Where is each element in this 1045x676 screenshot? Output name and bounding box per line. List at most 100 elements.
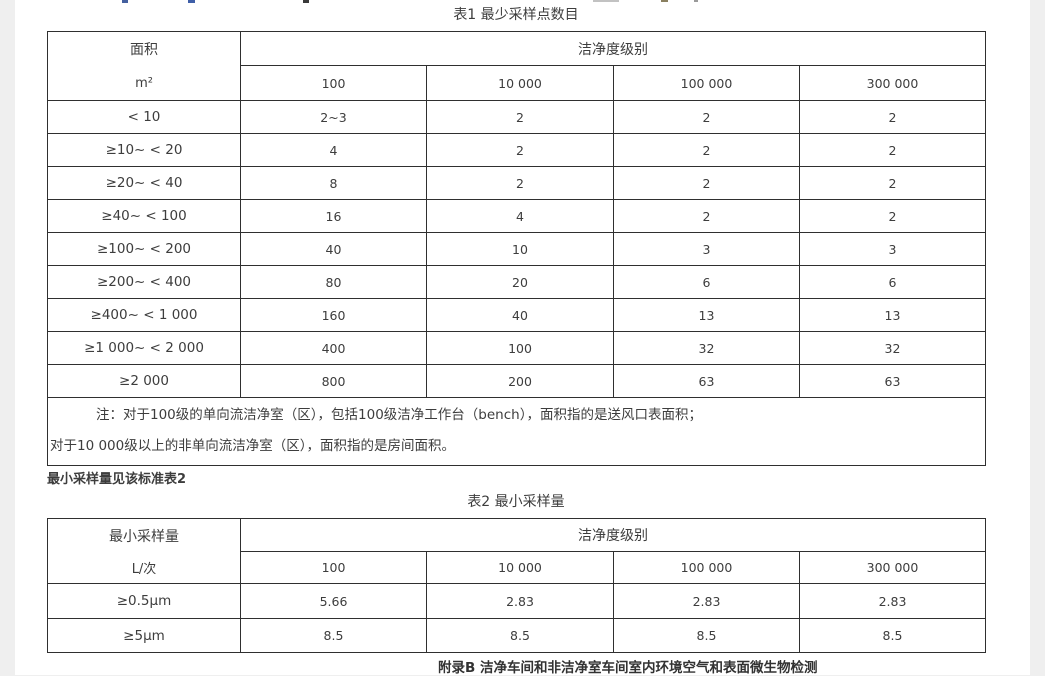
area-cell: ≥2 000 bbox=[47, 364, 241, 398]
class-column-header: 300 000 bbox=[799, 65, 986, 101]
note-line-1: 注：对于100级的单向流洁净室（区），包括100级洁净工作台（bench），面积… bbox=[96, 407, 702, 423]
corner-header-line2: L/次 bbox=[131, 561, 157, 577]
note-line-2: 对于10 000级以上的非单向流洁净室（区），面积指的是房间面积。 bbox=[50, 438, 455, 454]
value-cell: 32 bbox=[613, 331, 800, 365]
table-row: ≥200~ < 400 80 20 6 6 bbox=[47, 265, 986, 299]
value-cell: 3 bbox=[613, 232, 800, 266]
area-cell: ≥400~ < 1 000 bbox=[47, 298, 241, 332]
table-row: ≥1 000~ < 2 000 400 100 32 32 bbox=[47, 331, 986, 365]
value-cell: 8 bbox=[240, 166, 427, 200]
value-cell: 3 bbox=[799, 232, 986, 266]
corner-header-line2: m² bbox=[135, 75, 153, 91]
cleanliness-class-span-header: 洁净度级别 bbox=[240, 31, 986, 66]
value-cell: 2 bbox=[799, 166, 986, 200]
table-row: ≥100~ < 200 40 10 3 3 bbox=[47, 232, 986, 266]
value-cell: 5.66 bbox=[240, 583, 427, 619]
table1-title: 表1 最少采样点数目 bbox=[453, 7, 579, 23]
clipped-text-remnant bbox=[188, 0, 195, 3]
table-row: ≥2 000 800 200 63 63 bbox=[47, 364, 986, 398]
value-cell: 8.5 bbox=[240, 618, 427, 653]
area-cell: ≥20~ < 40 bbox=[47, 166, 241, 200]
table-row: ≥0.5μm 5.66 2.83 2.83 2.83 bbox=[47, 583, 986, 619]
corner-header-line1: 面积 bbox=[130, 42, 158, 58]
value-cell: 40 bbox=[426, 298, 614, 332]
particle-size-cell: ≥0.5μm bbox=[47, 583, 241, 619]
class-column-header: 100 000 bbox=[613, 551, 800, 584]
value-cell: 13 bbox=[613, 298, 800, 332]
value-cell: 2 bbox=[426, 100, 614, 134]
value-cell: 2 bbox=[613, 100, 800, 134]
table-row: ≥10~ < 20 4 2 2 2 bbox=[47, 133, 986, 167]
table-row: ≥40~ < 100 16 4 2 2 bbox=[47, 199, 986, 233]
value-cell: 2 bbox=[799, 133, 986, 167]
value-cell: 8.5 bbox=[613, 618, 800, 653]
table2-min-sampling-volume: 最小采样量 L/次 洁净度级别 100 10 000 100 000 300 0… bbox=[47, 518, 986, 653]
table-row: ≥20~ < 40 8 2 2 2 bbox=[47, 166, 986, 200]
class-column-header: 100 bbox=[240, 551, 427, 584]
value-cell: 6 bbox=[613, 265, 800, 299]
value-cell: 63 bbox=[799, 364, 986, 398]
document-white-page: 表1 最少采样点数目 面积 m² 洁净度级别 100 10 000 100 00… bbox=[15, 0, 1030, 675]
area-cell: ≥1 000~ < 2 000 bbox=[47, 331, 241, 365]
table-row: ≥400~ < 1 000 160 40 13 13 bbox=[47, 298, 986, 332]
value-cell: 20 bbox=[426, 265, 614, 299]
table1-min-sampling-points: 面积 m² 洁净度级别 100 10 000 100 000 300 000 <… bbox=[47, 31, 986, 466]
value-cell: 2.83 bbox=[799, 583, 986, 619]
corner-header-cell: 面积 m² bbox=[47, 31, 241, 101]
value-cell: 2.83 bbox=[426, 583, 614, 619]
value-cell: 160 bbox=[240, 298, 427, 332]
class-column-header: 300 000 bbox=[799, 551, 986, 584]
value-cell: 2 bbox=[799, 100, 986, 134]
value-cell: 80 bbox=[240, 265, 427, 299]
value-cell: 2 bbox=[426, 166, 614, 200]
value-cell: 32 bbox=[799, 331, 986, 365]
clipped-text-remnant bbox=[593, 0, 619, 2]
value-cell: 2 bbox=[613, 166, 800, 200]
table-note-row: 注：对于100级的单向流洁净室（区），包括100级洁净工作台（bench），面积… bbox=[47, 397, 986, 466]
table1-note-cell: 注：对于100级的单向流洁净室（区），包括100级洁净工作台（bench），面积… bbox=[47, 397, 986, 466]
value-cell: 40 bbox=[240, 232, 427, 266]
value-cell: 2 bbox=[799, 199, 986, 233]
table-row: ≥5μm 8.5 8.5 8.5 8.5 bbox=[47, 618, 986, 653]
value-cell: 2 bbox=[426, 133, 614, 167]
clipped-text-remnant bbox=[122, 0, 128, 3]
value-cell: 100 bbox=[426, 331, 614, 365]
table-subheader-row: 100 10 000 100 000 300 000 bbox=[48, 551, 986, 584]
appendix-b-heading: 附录B 洁净车间和非洁净室车间室内环境空气和表面微生物检测 bbox=[438, 660, 818, 676]
value-cell: 8.5 bbox=[426, 618, 614, 653]
class-column-header: 100 bbox=[240, 65, 427, 101]
value-cell: 2 bbox=[613, 199, 800, 233]
class-column-header: 10 000 bbox=[426, 551, 614, 584]
area-cell: ≥200~ < 400 bbox=[47, 265, 241, 299]
area-cell: ≥40~ < 100 bbox=[47, 199, 241, 233]
class-column-header: 10 000 bbox=[426, 65, 614, 101]
table2-title: 表2 最小采样量 bbox=[467, 494, 565, 510]
value-cell: 400 bbox=[240, 331, 427, 365]
area-cell: < 10 bbox=[47, 100, 241, 134]
value-cell: 8.5 bbox=[799, 618, 986, 653]
table-row: < 10 2~3 2 2 2 bbox=[47, 100, 986, 134]
table-subheader-row: 100 10 000 100 000 300 000 bbox=[48, 65, 986, 101]
corner-header-line1: 最小采样量 bbox=[109, 528, 179, 545]
table-header-row: 面积 m² 洁净度级别 bbox=[47, 31, 986, 101]
value-cell: 4 bbox=[240, 133, 427, 167]
class-column-header: 100 000 bbox=[613, 65, 800, 101]
cleanliness-class-span-header: 洁净度级别 bbox=[240, 518, 986, 552]
clipped-text-remnant bbox=[694, 0, 698, 2]
area-cell: ≥100~ < 200 bbox=[47, 232, 241, 266]
value-cell: 13 bbox=[799, 298, 986, 332]
value-cell: 4 bbox=[426, 199, 614, 233]
particle-size-cell: ≥5μm bbox=[47, 618, 241, 653]
clipped-text-remnant bbox=[303, 0, 309, 3]
value-cell: 2~3 bbox=[240, 100, 427, 134]
min-sampling-volume-reference-text: 最小采样量见该标准表2 bbox=[47, 472, 187, 487]
value-cell: 2 bbox=[613, 133, 800, 167]
area-cell: ≥10~ < 20 bbox=[47, 133, 241, 167]
table-header-row: 最小采样量 L/次 洁净度级别 bbox=[47, 518, 986, 584]
document-content: 表1 最少采样点数目 面积 m² 洁净度级别 100 10 000 100 00… bbox=[47, 0, 986, 653]
value-cell: 200 bbox=[426, 364, 614, 398]
corner-header-cell: 最小采样量 L/次 bbox=[47, 518, 241, 584]
value-cell: 10 bbox=[426, 232, 614, 266]
value-cell: 6 bbox=[799, 265, 986, 299]
